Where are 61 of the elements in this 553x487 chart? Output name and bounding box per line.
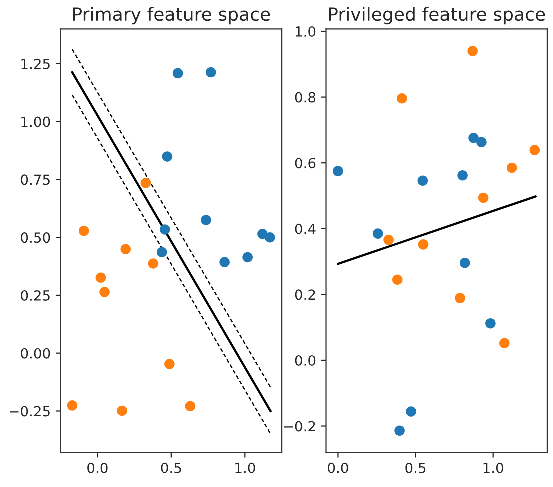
point [333,166,344,176]
x-tick-label: 0.5 [406,462,426,474]
y-tick-label: 0.2 [295,290,316,300]
point [220,257,230,268]
point [455,293,466,304]
y-tick-label: 0.8 [295,92,316,103]
chart-title: Privileged feature space [329,7,546,25]
y-tick-label: 1.0 [296,26,316,37]
point [160,224,170,235]
y-tick-label: 0.25 [21,290,50,301]
point [120,244,132,255]
y-tick-label: −0.25 [10,406,50,417]
point [486,318,496,329]
y-tick-label: 0.0 [295,355,316,366]
point [458,170,468,181]
point [418,176,428,186]
point [478,192,489,204]
y-tick-label: 1.25 [22,58,50,70]
y-tick-label: 0.6 [295,158,316,169]
y-tick-label: 0.00 [21,348,50,359]
point [506,162,518,174]
point [100,287,110,298]
point [396,93,408,104]
point [206,67,216,78]
point [384,234,394,246]
point [242,252,253,263]
point [185,401,196,412]
point [78,226,90,236]
point [530,145,540,156]
point [264,232,276,243]
point [67,400,78,411]
x-tick-label: 0.5 [161,462,182,474]
y-tick-label: −0.2 [284,421,316,432]
point [140,178,152,188]
point [418,240,429,250]
point [406,406,416,417]
x-tick-label: 1.0 [236,462,256,474]
chart-title: Primary feature space [74,7,270,25]
point [500,338,510,349]
point [117,406,128,416]
y-tick-label: 0.50 [21,232,50,244]
point [201,215,212,226]
y-tick-label: 1.00 [22,116,50,128]
point [476,137,487,148]
point [156,247,168,258]
x-tick-label: 0.0 [328,462,348,474]
x-tick-label: 1.0 [484,462,504,474]
point [164,359,175,370]
point [162,152,173,162]
y-tick-label: 0.4 [295,224,316,234]
point [392,274,403,286]
y-tick-label: 0.75 [21,174,50,186]
x-tick-label: 0.0 [88,462,108,474]
point [96,272,106,284]
point [460,258,470,268]
point [148,258,159,269]
point [394,426,405,436]
point [172,68,184,79]
point [468,46,478,56]
point [468,132,479,144]
point [372,228,384,239]
